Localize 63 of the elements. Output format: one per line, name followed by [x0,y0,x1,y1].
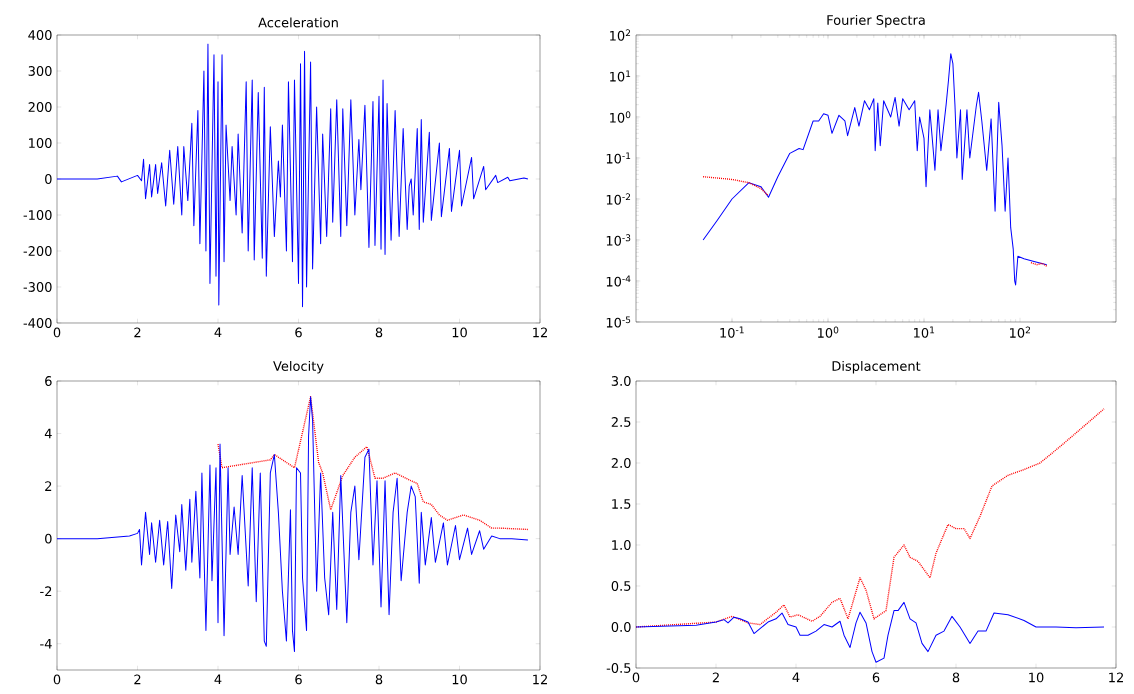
y-tick-label: 2.5 [611,417,631,427]
chart-title: Velocity [273,360,324,374]
y-tick-label: -100 [23,210,52,220]
x-tick-label: 8 [952,672,960,683]
x-tick-label: 0 [632,672,640,683]
x-tick-label: 10$^{-1}$ [720,326,744,338]
chart-title: Acceleration [258,17,338,28]
y-tick-label: 400 [28,30,52,40]
x-tick-label: 12 [533,674,547,685]
y-tick-label: 3.0 [611,376,631,386]
y-tick-label: 6 [45,376,52,386]
y-tick-label: 100 [29,138,52,148]
y-tick-label: -300 [23,282,52,292]
y-tick-label: 10$^{-3}$ [606,234,631,246]
x-tick-label: 10 [1029,672,1044,683]
x-tick-label: 10 [452,327,467,338]
y-tick-label: 0 [45,174,52,184]
y-tick-label: 0 [45,533,52,544]
y-tick-label: 10$^{2}$ [610,29,631,41]
y-tick-label: 1.5 [612,499,631,509]
x-tick-label: 10$^{2}$ [1010,326,1031,338]
chart-title: Fourier Spectra [827,14,925,28]
line-series [57,43,529,308]
y-tick-label: -4 [40,638,52,649]
x-tick-label: 2 [134,327,141,338]
y-tick-label: 300 [28,66,52,76]
x-tick-label: 6 [872,672,880,683]
x-tick-label: 4 [792,672,800,683]
y-tick-label: -400 [23,318,52,328]
y-tick-label: 10$^{-1}$ [606,152,631,164]
y-tick-label: 4 [44,428,52,439]
x-tick-label: 8 [375,327,383,338]
x-tick-label: 6 [295,327,302,338]
x-tick-label: 0 [53,674,61,685]
x-tick-label: 10 [452,674,467,685]
x-tick-label: 2 [712,672,719,683]
y-tick-label: 0.5 [611,581,631,591]
y-tick-label: 10$^{1}$ [610,70,631,82]
y-tick-label: 0.0 [611,622,631,632]
y-tick-label: 10$^{-5}$ [606,316,631,328]
x-tick-label: 8 [375,674,383,685]
x-tick-label: 12 [1109,672,1123,683]
x-tick-label: 4 [214,327,222,338]
y-tick-label: -200 [23,246,52,256]
y-tick-label: 2 [45,481,52,491]
y-tick-label: 1.0 [612,540,631,550]
chart-title: Displacement [832,360,921,374]
x-tick-label: 4 [214,674,222,685]
x-tick-label: 10$^{1}$ [914,326,935,338]
y-tick-label: 10$^{0}$ [610,111,631,123]
y-tick-label: 10$^{-2}$ [606,193,631,205]
x-tick-label: 6 [295,674,302,685]
x-tick-label: 10$^{0}$ [818,326,839,338]
y-tick-label: 10$^{-4}$ [606,275,631,287]
y-tick-label: -2 [40,586,52,597]
line-series [57,396,529,653]
x-tick-label: 2 [134,674,141,685]
y-tick-label: 200 [28,102,52,112]
line-series [636,601,1105,663]
x-tick-label: 12 [533,327,547,338]
x-tick-label: 0 [53,327,61,338]
y-tick-label: 2.0 [611,458,631,468]
y-tick-label: -0.5 [606,663,631,673]
